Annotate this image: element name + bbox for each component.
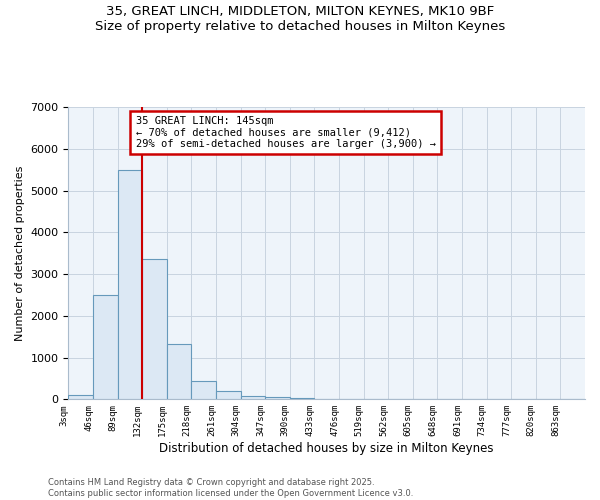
Bar (265, 397, 290, 400)
Bar (216, 391, 241, 400)
X-axis label: Distribution of detached houses by size in Milton Keynes: Distribution of detached houses by size … (160, 442, 494, 455)
Text: 35, GREAT LINCH, MIDDLETON, MILTON KEYNES, MK10 9BF
Size of property relative to: 35, GREAT LINCH, MIDDLETON, MILTON KEYNE… (95, 5, 505, 33)
Bar (142, 260, 167, 400)
Text: 35 GREAT LINCH: 145sqm
← 70% of detached houses are smaller (9,412)
29% of semi-: 35 GREAT LINCH: 145sqm ← 70% of detached… (136, 116, 436, 149)
Bar (241, 396, 265, 400)
Text: Contains HM Land Registry data © Crown copyright and database right 2025.
Contai: Contains HM Land Registry data © Crown c… (48, 478, 413, 498)
Bar (68, 395, 93, 400)
Bar (191, 381, 216, 400)
Bar (167, 344, 191, 400)
Bar (290, 398, 314, 400)
Bar (118, 170, 142, 400)
Y-axis label: Number of detached properties: Number of detached properties (15, 166, 25, 341)
Bar (93, 295, 118, 400)
